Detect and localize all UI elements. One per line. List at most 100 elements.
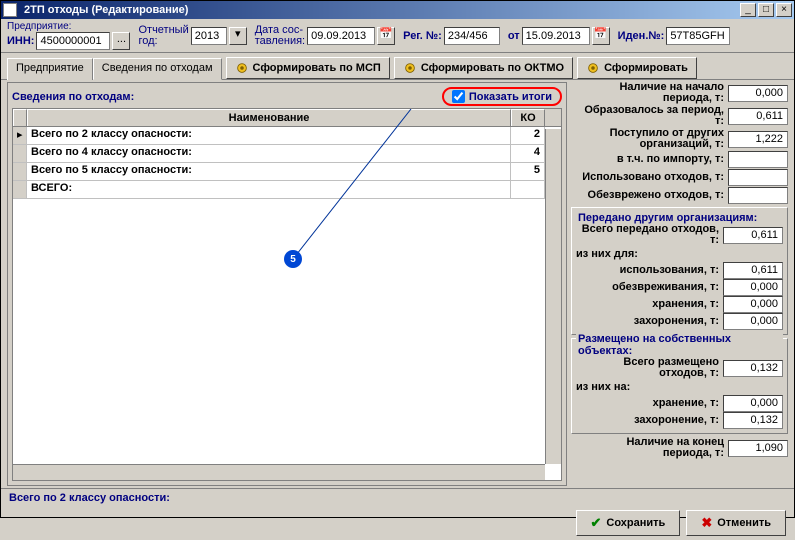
form-msp-button[interactable]: Сформировать по МСП xyxy=(226,57,390,79)
grid-header: Наименование КО xyxy=(13,109,561,127)
stat-label: хранение, т: xyxy=(581,398,719,409)
tab-enterprise[interactable]: Предприятие xyxy=(7,58,93,80)
stat-value[interactable]: 0,000 xyxy=(723,296,783,313)
stat-value[interactable]: 0,611 xyxy=(723,227,783,244)
group-title: Размещено на собственных объектах: xyxy=(576,333,783,357)
right-panel: Наличие на начало периода, т:0,000 Образ… xyxy=(571,82,788,486)
stat-label: Всего размещено отходов, т: xyxy=(581,357,719,379)
year-picker-button[interactable]: ▾ xyxy=(229,27,247,45)
group-sub: из них на: xyxy=(576,379,783,395)
stat-value[interactable]: 0,000 xyxy=(728,85,788,102)
stat-value[interactable] xyxy=(728,151,788,168)
stat-value[interactable]: 0,611 xyxy=(728,108,788,125)
grid-header-name[interactable]: Наименование xyxy=(27,109,511,126)
stat-value[interactable]: 0,000 xyxy=(723,313,783,330)
year-field[interactable]: 2013 xyxy=(191,27,227,45)
annotation-badge: 5 xyxy=(284,250,302,268)
group-transferred: Передано другим организациям: Всего пере… xyxy=(571,207,788,335)
maximize-button[interactable]: □ xyxy=(758,3,774,17)
stat-label: Обезврежено отходов, т: xyxy=(576,190,724,201)
button-bar: ✔ Сохранить ✖ Отменить xyxy=(1,506,794,540)
left-panel: Сведения по отходам: Показать итоги Наим… xyxy=(7,82,567,486)
form-oktmo-button[interactable]: Сформировать по ОКТМО xyxy=(394,57,573,79)
data-grid[interactable]: Наименование КО ▸ Всего по 2 классу опас… xyxy=(12,108,562,481)
stat-label: в т.ч. по импорту, т: xyxy=(576,154,724,165)
show-totals-wrap: Показать итоги xyxy=(442,87,562,106)
iden-field[interactable]: 57T85GFH xyxy=(666,27,730,45)
stat-value[interactable]: 1,090 xyxy=(728,440,788,457)
ot-field[interactable]: 15.09.2013 xyxy=(522,27,590,45)
main-area: Сведения по отходам: Показать итоги Наим… xyxy=(1,80,794,488)
inn-field[interactable]: 4500000001 xyxy=(36,32,110,50)
cancel-button[interactable]: ✖ Отменить xyxy=(686,510,786,536)
stat-label: хранения, т: xyxy=(581,299,719,310)
save-label: Сохранить xyxy=(606,517,665,529)
tab-bar: Предприятие Сведения по отходам Сформиро… xyxy=(1,53,794,80)
stat-label: обезвреживания, т: xyxy=(581,282,719,293)
stat-value[interactable]: 0,132 xyxy=(723,412,783,429)
stat-label: Поступило от других организаций, т: xyxy=(576,128,724,150)
date-label: Дата сос-тавления: xyxy=(255,25,305,47)
grid-row[interactable]: Всего по 5 классу опасности: 5 xyxy=(13,163,561,181)
ot-label: от xyxy=(508,30,520,42)
stat-value[interactable] xyxy=(728,169,788,186)
stat-value[interactable]: 0,000 xyxy=(723,279,783,296)
year-label: Отчетныйгод: xyxy=(138,25,188,47)
app-icon xyxy=(3,3,17,17)
form-button[interactable]: Сформировать xyxy=(577,57,697,79)
inn-label: ИНН: xyxy=(7,35,34,47)
left-panel-title: Сведения по отходам: xyxy=(12,91,134,103)
row-marker xyxy=(13,181,27,198)
grid-row[interactable]: ▸ Всего по 2 классу опасности: 2 xyxy=(13,127,561,145)
show-totals-label: Показать итоги xyxy=(469,91,552,103)
gear-icon xyxy=(586,61,600,75)
stat-value[interactable]: 1,222 xyxy=(728,131,788,148)
save-button[interactable]: ✔ Сохранить xyxy=(576,510,681,536)
form-oktmo-label: Сформировать по ОКТМО xyxy=(421,62,564,74)
stat-label: Всего передано отходов, т: xyxy=(581,224,719,246)
ot-date-picker-button[interactable]: 📅 xyxy=(592,27,610,45)
reg-field[interactable]: 234/456 xyxy=(444,27,500,45)
stat-label: Использовано отходов, т: xyxy=(576,172,724,183)
group-placed: Размещено на собственных объектах: Всего… xyxy=(571,338,788,434)
reg-label: Рег. №: xyxy=(403,30,442,42)
close-button[interactable]: × xyxy=(776,3,792,17)
grid-cell-name: Всего по 5 классу опасности: xyxy=(27,163,511,180)
enterprise-label: Предприятие: xyxy=(7,22,130,32)
vertical-scrollbar[interactable] xyxy=(545,129,561,464)
stat-label: Образовалось за период, т: xyxy=(576,105,724,127)
stat-label: захоронение, т: xyxy=(581,415,719,426)
check-icon: ✔ xyxy=(591,515,602,531)
grid-header-marker xyxy=(13,109,27,126)
minimize-button[interactable]: _ xyxy=(740,3,756,17)
left-panel-header: Сведения по отходам: Показать итоги xyxy=(12,87,562,108)
group-sub: из них для: xyxy=(576,246,783,262)
grid-row[interactable]: Всего по 4 классу опасности: 4 xyxy=(13,145,561,163)
row-marker xyxy=(13,145,27,162)
titlebar: 2ТП отходы (Редактирование) _ □ × xyxy=(1,1,794,19)
grid-cell-ko: 5 xyxy=(511,163,545,180)
grid-cell-ko xyxy=(511,181,545,198)
stat-label: захоронения, т: xyxy=(581,316,719,327)
form-msp-label: Сформировать по МСП xyxy=(253,62,381,74)
form-top-row: Предприятие: ИНН: 4500000001 ... Отчетны… xyxy=(1,19,794,53)
x-icon: ✖ xyxy=(701,515,712,531)
stat-value[interactable] xyxy=(728,187,788,204)
iden-label: Иден.№: xyxy=(618,30,665,42)
stat-value[interactable]: 0,611 xyxy=(723,262,783,279)
stat-value[interactable]: 0,000 xyxy=(723,395,783,412)
inn-lookup-button[interactable]: ... xyxy=(112,32,130,50)
date-field[interactable]: 09.09.2013 xyxy=(307,27,375,45)
stat-label: Наличие на конец периода, т: xyxy=(576,437,724,459)
show-totals-checkbox[interactable] xyxy=(452,90,465,103)
grid-row[interactable]: ВСЕГО: xyxy=(13,181,561,199)
horizontal-scrollbar[interactable] xyxy=(13,464,545,480)
grid-cell-name: ВСЕГО: xyxy=(27,181,511,198)
stat-value[interactable]: 0,132 xyxy=(723,360,783,377)
tab-waste-info[interactable]: Сведения по отходам xyxy=(93,58,222,80)
row-marker: ▸ xyxy=(13,127,27,144)
date-picker-button[interactable]: 📅 xyxy=(377,27,395,45)
stat-label: использования, т: xyxy=(581,265,719,276)
cancel-label: Отменить xyxy=(717,517,771,529)
grid-header-ko[interactable]: КО xyxy=(511,109,545,126)
